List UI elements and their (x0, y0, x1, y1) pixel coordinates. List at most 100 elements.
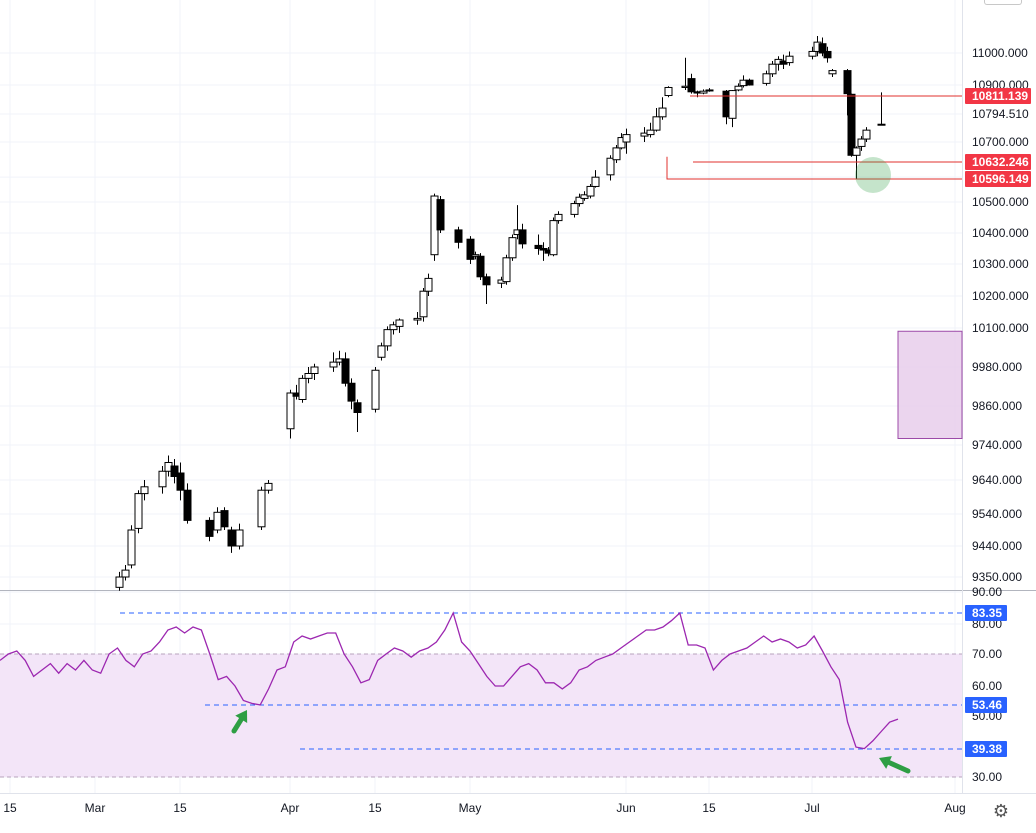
candle[interactable] (383, 326, 392, 351)
rsi-pane[interactable] (0, 611, 962, 778)
top-right-button[interactable] (984, 0, 1022, 5)
candle[interactable] (371, 367, 380, 413)
candle[interactable] (264, 480, 273, 494)
candle[interactable] (257, 486, 266, 530)
candle[interactable] (734, 83, 743, 92)
candle-body (847, 93, 856, 156)
candle[interactable] (115, 571, 124, 591)
candle[interactable] (612, 144, 621, 164)
candle[interactable] (808, 46, 817, 60)
candle[interactable] (454, 226, 463, 249)
candle-body (235, 529, 244, 547)
candles-layer[interactable] (115, 35, 886, 591)
candle[interactable] (658, 97, 667, 120)
candle-body (808, 50, 817, 57)
candle[interactable] (580, 191, 589, 201)
candle[interactable] (606, 155, 615, 181)
candle[interactable] (377, 342, 386, 361)
candle[interactable] (482, 273, 491, 304)
candle[interactable] (140, 480, 149, 501)
candle[interactable] (170, 459, 179, 484)
candle-body (554, 213, 563, 222)
candle[interactable] (353, 399, 362, 433)
candle[interactable] (768, 61, 777, 77)
candle[interactable] (310, 363, 319, 380)
candle[interactable] (235, 523, 244, 550)
candle[interactable] (436, 196, 445, 233)
candle[interactable] (518, 223, 527, 249)
candle[interactable] (413, 312, 422, 325)
candle[interactable] (220, 507, 229, 530)
candle[interactable] (847, 93, 856, 157)
candle[interactable] (591, 170, 600, 188)
price-tick-label: 11000.000 (972, 46, 1028, 60)
rsi-level-tag: 83.35 (965, 605, 1007, 621)
candle[interactable] (158, 466, 167, 494)
candle[interactable] (134, 490, 143, 534)
candle[interactable] (205, 517, 214, 542)
candle[interactable] (818, 37, 827, 57)
candle[interactable] (554, 211, 563, 224)
candle[interactable] (298, 375, 307, 403)
candle[interactable] (664, 86, 673, 98)
candle[interactable] (347, 378, 356, 410)
candle[interactable] (508, 234, 517, 261)
rsi-level-tag-label: 83.35 (972, 606, 1002, 620)
candle[interactable] (466, 236, 475, 264)
candle[interactable] (127, 525, 136, 569)
candle-body (687, 78, 696, 93)
candle[interactable] (539, 242, 548, 261)
candle[interactable] (304, 367, 313, 384)
candle[interactable] (646, 122, 655, 138)
candle[interactable] (570, 200, 579, 218)
candle[interactable] (502, 254, 511, 285)
candle[interactable] (785, 51, 794, 66)
highlight-circle (855, 157, 891, 193)
candle[interactable] (329, 352, 338, 372)
candle[interactable] (622, 128, 631, 154)
candle[interactable] (286, 389, 295, 439)
candle[interactable] (617, 133, 626, 150)
candle[interactable] (705, 88, 714, 92)
candle[interactable] (586, 184, 595, 199)
candle[interactable] (687, 73, 696, 94)
candle[interactable] (121, 564, 130, 581)
candle-body (591, 176, 600, 187)
candle[interactable] (419, 288, 428, 322)
candle[interactable] (213, 507, 222, 534)
candle[interactable] (227, 526, 236, 553)
candle[interactable] (857, 136, 866, 151)
candle[interactable] (699, 89, 708, 95)
candle-body (664, 86, 673, 97)
candle[interactable] (652, 108, 661, 132)
candle-body (115, 576, 124, 588)
candle[interactable] (534, 234, 543, 255)
candle[interactable] (575, 193, 584, 207)
candle[interactable] (877, 92, 886, 126)
rsi-line[interactable] (0, 611, 899, 750)
candle[interactable] (476, 253, 485, 280)
candle[interactable] (176, 462, 185, 501)
candle[interactable] (341, 352, 350, 387)
candle[interactable] (183, 483, 192, 524)
candle-body (220, 510, 229, 528)
gear-icon[interactable]: ⚙ (992, 801, 1010, 821)
candle[interactable] (549, 217, 558, 257)
candle[interactable] (424, 273, 433, 296)
candle-body (570, 203, 579, 215)
candle-body (454, 229, 463, 243)
price-tag: 10596.149 (965, 171, 1031, 187)
candle[interactable] (745, 78, 754, 86)
price-tick-label: 9440.000 (972, 539, 1022, 553)
candle[interactable] (828, 69, 837, 77)
candle[interactable] (395, 318, 404, 333)
candle[interactable] (862, 127, 871, 142)
candle[interactable] (823, 46, 832, 63)
candle[interactable] (852, 146, 861, 180)
time-tick-label: Jun (616, 801, 635, 815)
candle[interactable] (762, 70, 771, 86)
candle[interactable] (471, 251, 480, 260)
candle-body (843, 70, 852, 95)
price-tag-label: 10596.149 (972, 172, 1029, 186)
candle[interactable] (389, 321, 398, 335)
